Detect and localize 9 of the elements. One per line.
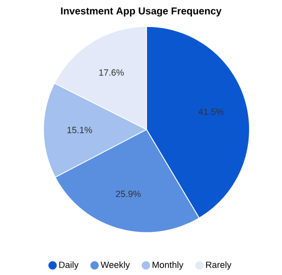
legend-label: Rarely <box>206 261 232 270</box>
legend-label: Daily <box>59 261 79 270</box>
data-label: 17.6% <box>99 69 124 76</box>
chart-title: Investment App Usage Frequency <box>61 7 222 16</box>
legend-label: Weekly <box>100 261 130 270</box>
data-label: 15.1% <box>67 126 92 134</box>
data-label: 41.5% <box>198 108 224 115</box>
legend-label: Monthly <box>152 261 184 270</box>
data-label: 25.9% <box>116 190 141 198</box>
